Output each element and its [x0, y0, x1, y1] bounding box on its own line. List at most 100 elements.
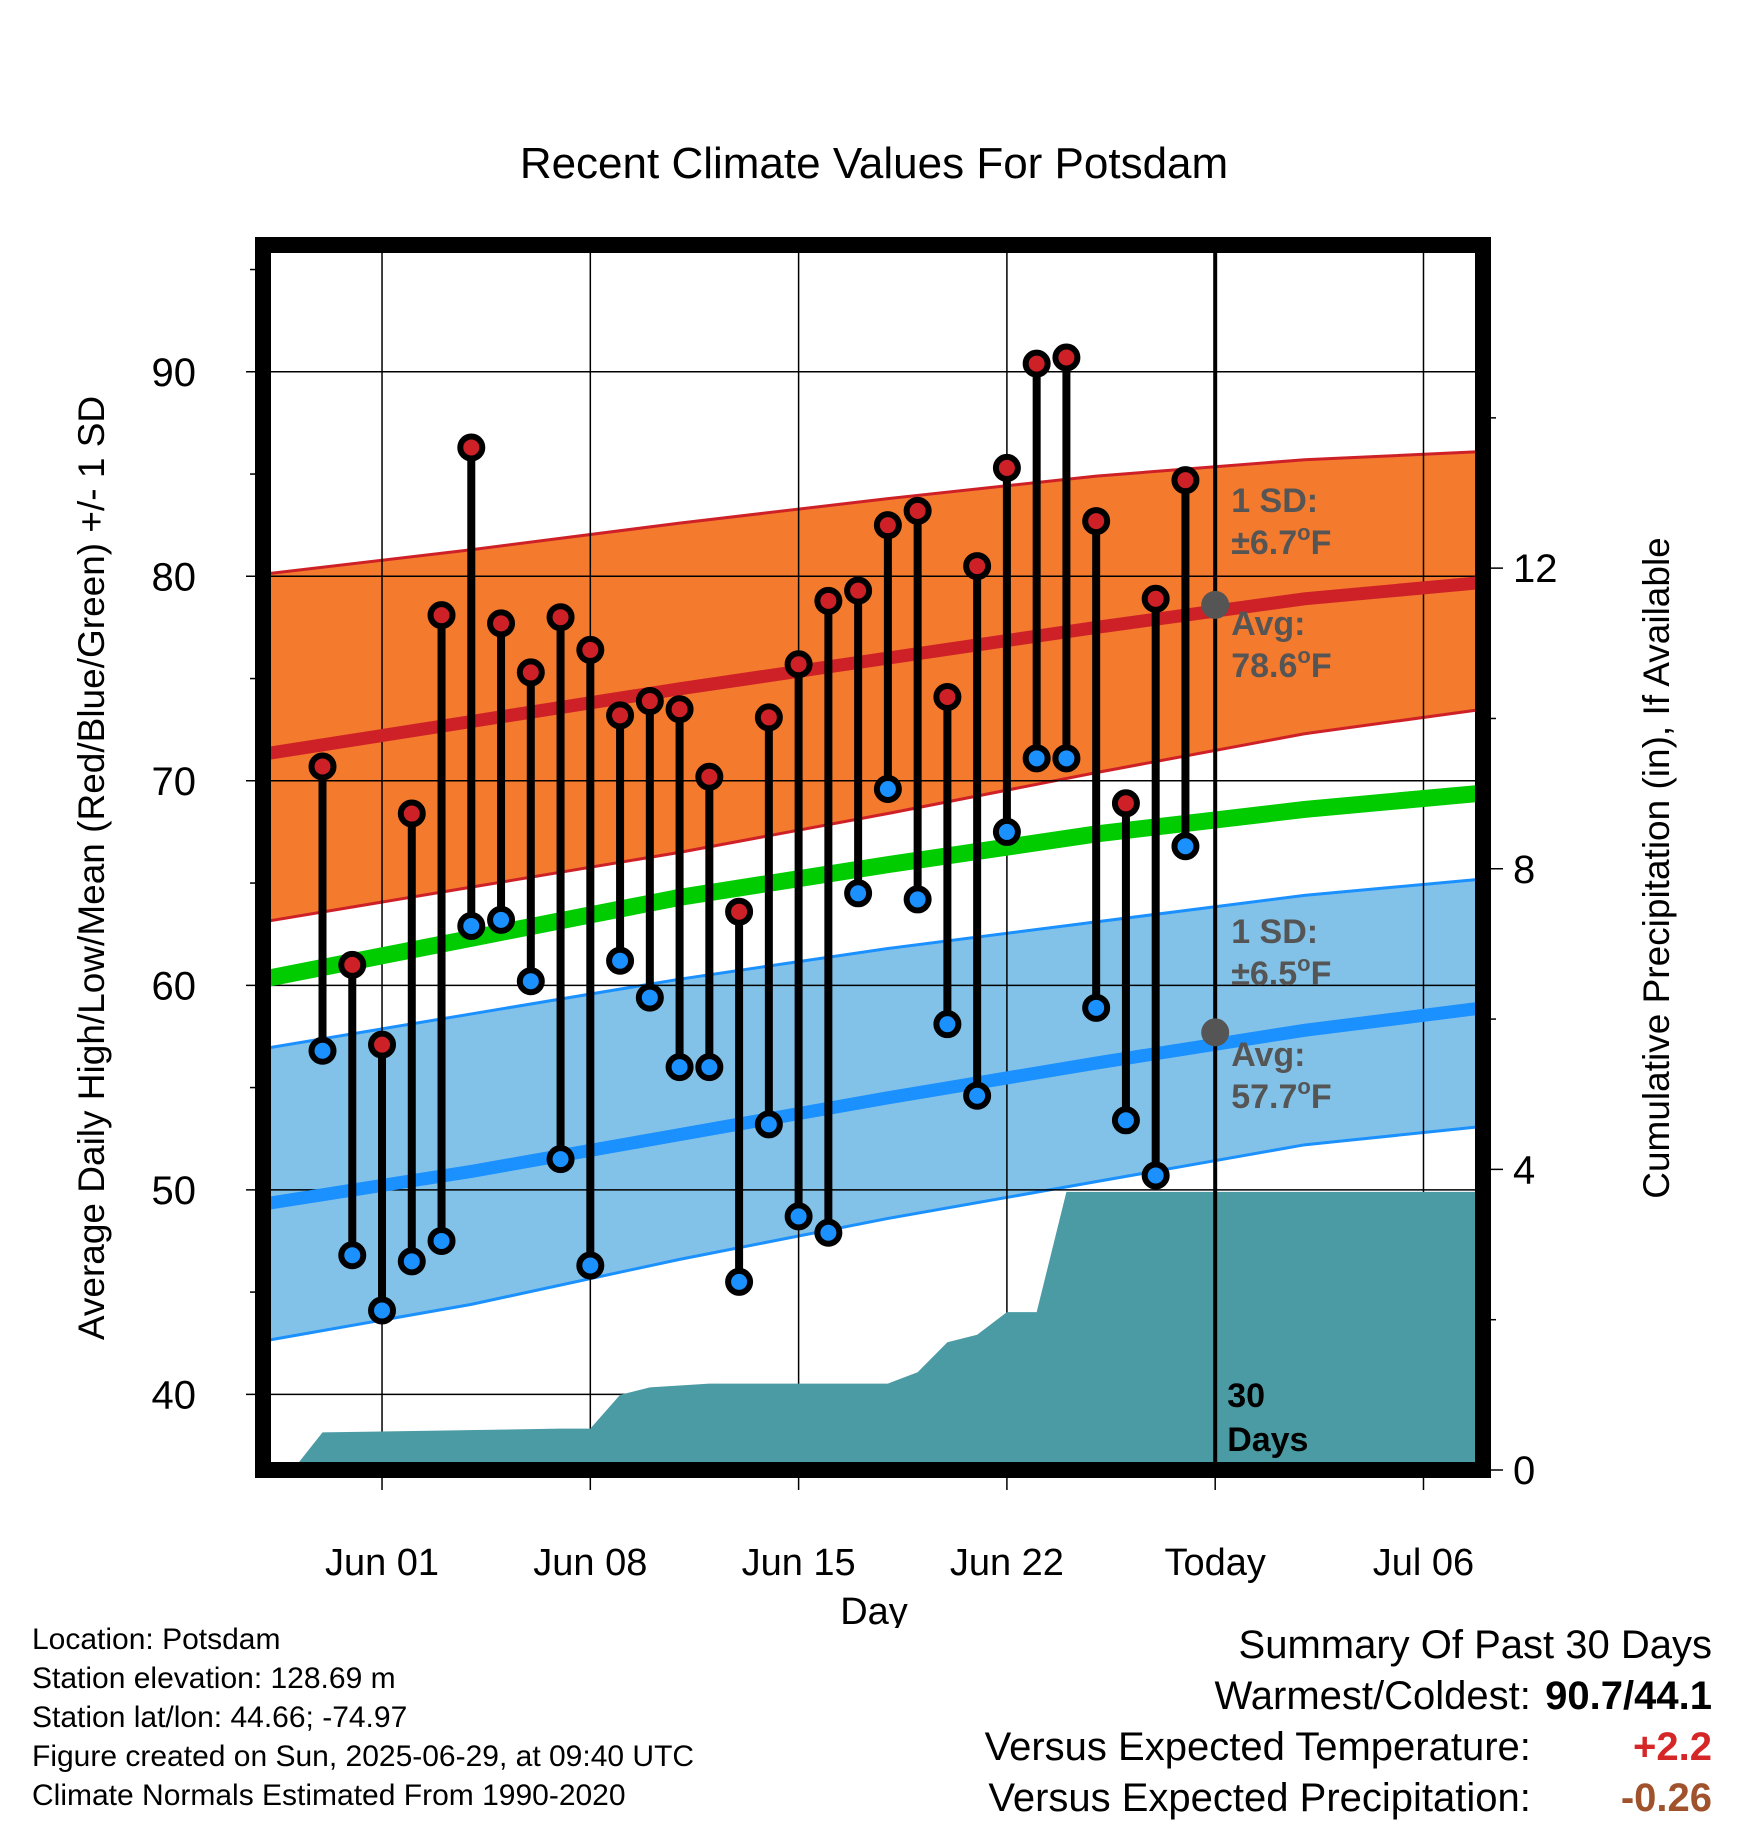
daily-low-point: [754, 1110, 783, 1139]
y-tick-label: 60: [152, 964, 197, 1008]
daily-high-point: [933, 682, 962, 711]
x-tick-label: Jun 15: [742, 1542, 856, 1584]
y-tick-label: 40: [152, 1373, 197, 1417]
x-tick-label: Jun 01: [325, 1542, 439, 1584]
daily-observations: [308, 343, 1200, 1325]
daily-high-point: [695, 762, 724, 791]
high-sd-value: ±6.7oF: [1231, 520, 1331, 562]
created-text: Figure created on Sun, 2025-06-29, at 09…: [32, 1740, 695, 1773]
normals-text: Climate Normals Estimated From 1990-2020: [32, 1779, 626, 1812]
high-sd-band: [263, 451, 1483, 922]
daily-low-point: [546, 1145, 575, 1174]
y2-tick-label: 4: [1513, 1148, 1535, 1192]
summary-title: Summary Of Past 30 Days: [1238, 1623, 1712, 1667]
low-sd-label: 1 SD:: [1231, 913, 1318, 951]
x-tick-label: Jun 22: [950, 1542, 1064, 1584]
daily-low-point: [1111, 1106, 1140, 1135]
daily-high-point: [1171, 466, 1200, 495]
daily-low-point: [725, 1267, 754, 1296]
location-text: Location: Potsdam: [32, 1623, 281, 1656]
summary-temperature: Versus Expected Temperature: +2.2: [985, 1722, 1712, 1773]
precipitation-anomaly-label: Versus Expected Precipitation:: [988, 1776, 1531, 1820]
daily-low-point: [487, 905, 516, 934]
low-band-upper-edge: [262, 877, 1484, 1051]
daily-low-point: [695, 1053, 724, 1082]
daily-high-point: [844, 576, 873, 605]
daily-low-point: [308, 1036, 337, 1065]
daily-high-point: [873, 511, 902, 540]
daily-low-point: [606, 946, 635, 975]
daily-high-point: [546, 603, 575, 632]
y2-tick-label: 0: [1513, 1449, 1535, 1493]
daily-high-point: [1141, 584, 1170, 613]
daily-high-point: [397, 799, 426, 828]
axes: 40 50 60 70 80 90 0 4 8 12 Jun 01 Jun 08 Jun 15 Jun 2…: [152, 268, 1558, 1584]
daily-low-point: [516, 967, 545, 996]
low-avg-label: Avg:: [1231, 1036, 1305, 1074]
daily-low-point: [427, 1226, 456, 1255]
summary-precipitation: Versus Expected Precipitation: -0.26: [985, 1773, 1712, 1824]
daily-high-point: [635, 687, 664, 716]
y-tick-label: 80: [152, 555, 197, 599]
y2-tick-label: 8: [1513, 848, 1535, 892]
today-low-average-dot: [1201, 1018, 1230, 1047]
daily-low-point: [397, 1247, 426, 1276]
high-avg-label: Avg:: [1231, 605, 1305, 643]
daily-low-point: [903, 885, 932, 914]
precipitation-area: [292, 1191, 1483, 1470]
daily-high-point: [665, 695, 694, 724]
warmest-coldest-label: Warmest/Coldest:: [1214, 1674, 1531, 1718]
summary-panel: Summary Of Past 30 Days Warmest/Coldest:…: [985, 1620, 1712, 1824]
low-avg-value: 57.7oF: [1231, 1074, 1331, 1116]
high-sd-label: 1 SD:: [1231, 482, 1318, 520]
daily-low-point: [338, 1241, 367, 1270]
chart-title: Recent Climate Values For Potsdam: [520, 139, 1228, 188]
daily-high-point: [784, 650, 813, 679]
daily-high-point: [576, 635, 605, 664]
daily-high-point: [1111, 789, 1140, 818]
daily-low-point: [992, 817, 1021, 846]
daily-low-point: [368, 1296, 397, 1325]
elevation-text: Station elevation: 128.69 m: [32, 1662, 396, 1695]
daily-high-point: [992, 453, 1021, 482]
y2-axis-title: Cumulative Precipitation (in), If Availa…: [1636, 537, 1677, 1199]
normal-bands: [262, 450, 1484, 1343]
daily-high-point: [368, 1030, 397, 1059]
daily-high-point: [338, 950, 367, 979]
y-tick-label: 50: [152, 1169, 197, 1213]
daily-high-point: [457, 433, 486, 462]
plot-border: [255, 237, 1491, 1478]
today-marker: [1201, 245, 1230, 1470]
temperature-anomaly-value: +2.2: [1633, 1725, 1712, 1769]
daily-high-point: [725, 897, 754, 926]
daily-high-point: [814, 586, 843, 615]
daily-high-point: [963, 552, 992, 581]
daily-low-point: [576, 1251, 605, 1280]
y-axis-title: Average Daily High/Low/Mean (Red/Blue/Gr…: [71, 396, 112, 1340]
daily-low-point: [665, 1053, 694, 1082]
summary-warmest-coldest: Warmest/Coldest: 90.7/44.1: [985, 1671, 1713, 1722]
daily-low-point: [814, 1218, 843, 1247]
daily-high-point: [516, 658, 545, 687]
daily-low-point: [1052, 744, 1081, 773]
daily-high-point: [606, 701, 635, 730]
daily-low-point: [1141, 1161, 1170, 1190]
y-tick-label: 90: [152, 351, 197, 395]
daily-high-point: [487, 609, 516, 638]
daily-low-point: [1082, 993, 1111, 1022]
low-average-line: [261, 1001, 1484, 1211]
daily-low-point: [457, 912, 486, 941]
daily-low-point: [784, 1202, 813, 1231]
daily-low-point: [873, 774, 902, 803]
y2-tick-label: 12: [1513, 547, 1558, 591]
x-tick-label: Jun 08: [533, 1542, 647, 1584]
daily-high-point: [1052, 343, 1081, 372]
days-count-word: Days: [1227, 1421, 1308, 1459]
daily-low-point: [1171, 832, 1200, 861]
low-sd-value: ±6.5oF: [1231, 951, 1331, 993]
daily-low-point: [1022, 744, 1051, 773]
warmest-coldest-value: 90.7/44.1: [1545, 1674, 1712, 1718]
x-axis-title: Day: [840, 1591, 908, 1628]
high-avg-value: 78.6oF: [1231, 643, 1331, 685]
